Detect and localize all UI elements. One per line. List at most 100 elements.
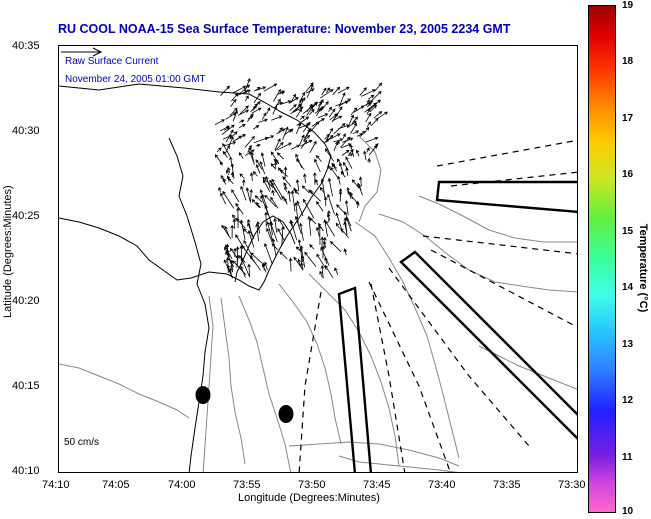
current-vector <box>363 150 367 161</box>
coastline-nj <box>168 137 210 472</box>
current-vector <box>326 87 331 93</box>
current-vector <box>367 157 371 163</box>
current-vector <box>299 115 305 120</box>
legend-timestamp: November 24, 2005 01:00 GMT <box>65 74 206 85</box>
current-vector <box>373 111 383 119</box>
current-vector <box>359 131 366 135</box>
current-vector <box>238 124 246 129</box>
current-vector <box>352 130 360 135</box>
current-vector <box>229 131 238 140</box>
current-vector <box>334 267 339 275</box>
current-vector <box>294 202 299 224</box>
xtick-73-50: 73:50 <box>298 479 326 491</box>
current-vector <box>299 245 306 268</box>
current-vector <box>239 105 249 114</box>
current-vector <box>359 87 367 96</box>
current-vector <box>280 100 292 105</box>
current-vector <box>343 221 348 234</box>
ytick-40-20: 40:20 <box>12 295 40 307</box>
current-vector <box>255 223 259 242</box>
current-vector <box>253 136 269 144</box>
current-vector <box>369 104 378 113</box>
cbar-tick-17: 17 <box>622 113 634 124</box>
xtick-73-35: 73:35 <box>493 479 521 491</box>
current-vector <box>253 103 259 109</box>
cbar-tick-11: 11 <box>622 452 633 463</box>
current-vector <box>319 186 325 194</box>
current-vector <box>264 194 277 208</box>
current-vector <box>298 134 305 146</box>
current-vector <box>306 83 314 99</box>
current-vector <box>266 221 273 241</box>
current-vector <box>232 260 247 276</box>
current-vector <box>299 222 304 241</box>
current-vector <box>358 176 363 187</box>
current-vector <box>250 172 254 182</box>
map-panel[interactable]: Raw Surface Current November 24, 2005 01… <box>58 45 578 473</box>
current-vector <box>302 104 315 115</box>
current-vector <box>225 129 234 143</box>
current-vector <box>327 177 333 197</box>
current-vector <box>240 265 246 278</box>
current-vector <box>245 187 251 202</box>
transect-outlines <box>337 180 577 472</box>
current-vector <box>229 107 238 116</box>
current-vector <box>220 192 226 205</box>
current-vector <box>282 176 292 187</box>
current-vector <box>253 86 261 92</box>
current-vector <box>247 222 255 239</box>
current-vector <box>336 140 340 145</box>
xtick-73-30: 73:30 <box>558 479 586 491</box>
current-vector <box>261 112 267 120</box>
current-vector <box>232 110 238 122</box>
current-vector <box>260 152 266 167</box>
current-vector <box>310 121 320 131</box>
current-vector <box>324 264 334 278</box>
xtick-73-55: 73:55 <box>233 479 261 491</box>
current-vector <box>296 116 310 126</box>
current-vector <box>283 197 288 205</box>
current-vector <box>228 136 234 148</box>
current-vector <box>231 189 240 203</box>
current-vector <box>290 144 301 150</box>
current-vector <box>324 256 328 264</box>
current-vector <box>235 202 244 215</box>
current-vector <box>366 121 372 128</box>
xtick-74-00: 74:00 <box>168 479 196 491</box>
current-vector <box>239 84 251 95</box>
cbar-tick-16: 16 <box>622 169 634 180</box>
current-vector <box>250 101 261 113</box>
current-vector <box>297 239 302 247</box>
current-vector <box>328 108 336 118</box>
current-vector <box>325 220 335 237</box>
current-vector <box>224 145 230 155</box>
current-vector <box>307 215 312 236</box>
current-vector <box>226 169 230 176</box>
current-vector <box>264 204 272 224</box>
current-vector <box>313 172 317 185</box>
current-vector <box>351 116 359 125</box>
current-vector <box>224 225 230 236</box>
current-vector <box>315 226 320 237</box>
current-vector <box>284 185 288 192</box>
current-vector <box>249 255 261 271</box>
current-vector <box>365 112 372 123</box>
current-vector <box>329 241 342 252</box>
current-vector <box>336 158 342 166</box>
current-vector <box>236 135 243 140</box>
current-vector <box>314 158 321 173</box>
current-vector <box>371 90 382 101</box>
current-vector <box>239 173 245 179</box>
current-vector <box>222 150 228 158</box>
current-vector <box>318 113 329 119</box>
map-title: RU COOL NOAA-15 Sea Surface Temperature:… <box>58 22 511 36</box>
current-vector <box>365 136 379 143</box>
current-vector <box>320 264 325 279</box>
current-vector <box>334 106 343 119</box>
current-vector <box>269 179 277 193</box>
ytick-40-35: 40:35 <box>12 40 40 52</box>
current-vector <box>350 122 357 134</box>
station-marker-1 <box>195 386 211 404</box>
current-vector <box>240 185 247 201</box>
current-vector <box>300 262 304 270</box>
